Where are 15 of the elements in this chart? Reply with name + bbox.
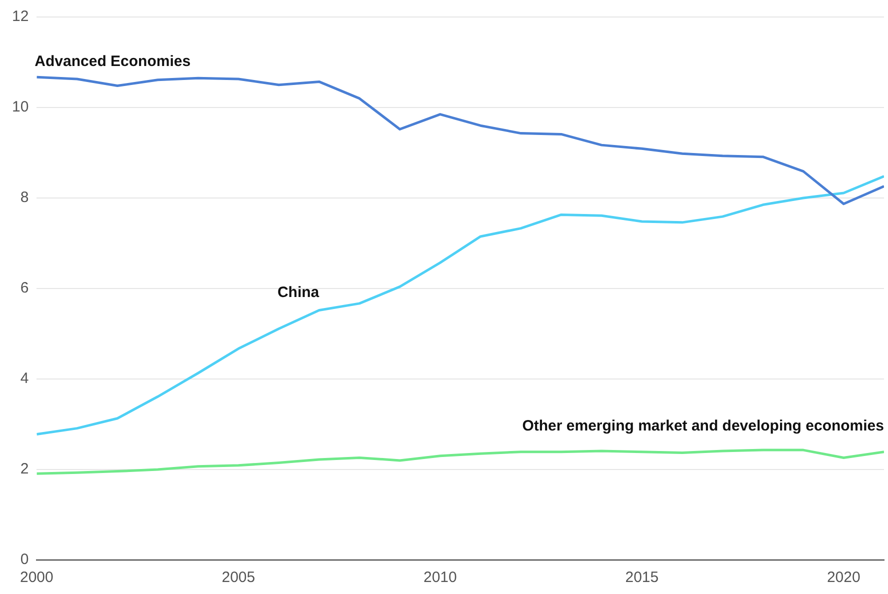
x-tick-label: 2015 <box>625 569 659 586</box>
x-tick-label: 2005 <box>222 569 256 586</box>
series-label: China <box>277 284 320 301</box>
series-label: Other emerging market and developing economies <box>522 417 884 434</box>
y-tick-label: 0 <box>20 551 29 568</box>
y-tick-label: 12 <box>12 8 29 26</box>
x-tick-label: 2000 <box>20 569 54 586</box>
y-tick-label: 8 <box>20 189 29 206</box>
y-tick-label: 6 <box>20 280 29 297</box>
series-label: Advanced Economies <box>34 52 191 70</box>
y-tick-label: 4 <box>20 370 29 388</box>
x-tick-label: 2020 <box>826 569 860 586</box>
y-tick-label: 2 <box>20 460 29 478</box>
y-tick-label: 10 <box>12 98 29 116</box>
x-tick-label: 2010 <box>423 569 457 586</box>
